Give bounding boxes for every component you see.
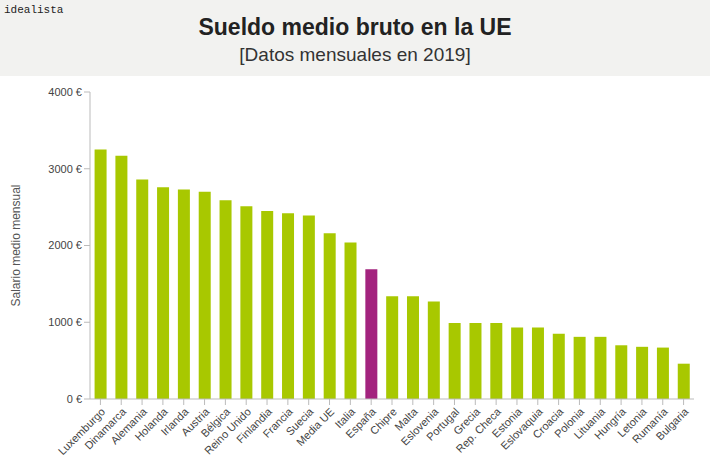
svg-text:4000 €: 4000 € <box>48 86 82 98</box>
svg-text:Suecia: Suecia <box>283 405 316 438</box>
svg-text:Reino Unido: Reino Unido <box>201 405 254 457</box>
svg-text:Salario medio mensual: Salario medio mensual <box>9 184 23 306</box>
svg-text:Rumanía: Rumanía <box>629 405 670 446</box>
svg-text:Luxemburgo: Luxemburgo <box>55 405 108 458</box>
svg-text:España: España <box>343 405 379 441</box>
svg-text:1000 €: 1000 € <box>48 316 82 328</box>
svg-text:Lituania: Lituania <box>571 405 608 442</box>
svg-text:Finlandia: Finlandia <box>233 405 274 446</box>
svg-text:Letonia: Letonia <box>614 405 649 440</box>
svg-text:Eslovenia: Eslovenia <box>398 405 441 448</box>
html-text:Sueldo medio bruto en la UE: Sueldo medio bruto en la UE <box>198 14 512 40</box>
svg-text:Dinamarca: Dinamarca <box>82 405 129 452</box>
svg-text:Bélgica: Bélgica <box>198 405 233 440</box>
svg-text:Croacia: Croacia <box>530 405 566 441</box>
svg-text:Alemania: Alemania <box>108 405 149 447</box>
svg-text:3000 €: 3000 € <box>48 163 82 175</box>
html-text:idealista: idealista <box>4 4 64 16</box>
svg-text:Austria: Austria <box>178 405 212 439</box>
svg-text:Polonia: Polonia <box>551 405 587 440</box>
svg-text:Eslovaquia: Eslovaquia <box>498 405 545 452</box>
svg-text:Francia: Francia <box>260 405 295 440</box>
svg-text:Hungría: Hungría <box>591 405 628 442</box>
svg-text:Irlanda: Irlanda <box>158 405 191 438</box>
svg-text:Media UE: Media UE <box>294 405 337 448</box>
svg-text:Holanda: Holanda <box>132 405 170 443</box>
svg-text:0 €: 0 € <box>67 393 82 405</box>
html-text:[Datos mensuales en 2019]: [Datos mensuales en 2019] <box>239 44 471 65</box>
svg-text:Chipre: Chipre <box>367 405 399 437</box>
svg-text:2000 €: 2000 € <box>48 239 82 251</box>
svg-text:Bulgaria: Bulgaria <box>653 405 691 443</box>
svg-text:Grecia: Grecia <box>450 405 483 437</box>
svg-text:Estonia: Estonia <box>489 405 524 440</box>
svg-text:Portugal: Portugal <box>424 405 462 443</box>
svg-text:Italia: Italia <box>332 405 358 431</box>
svg-text:Malta: Malta <box>392 405 420 433</box>
svg-text:Rep. Checa: Rep. Checa <box>453 405 504 455</box>
